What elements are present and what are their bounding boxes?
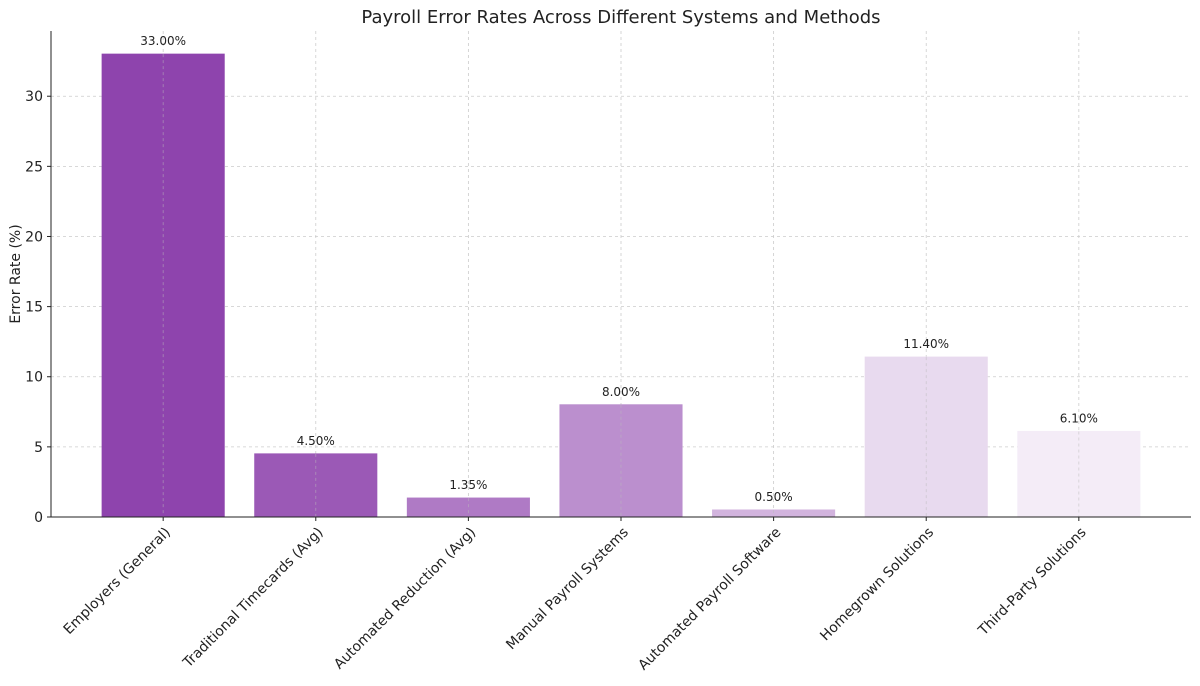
data-label: 4.50% bbox=[297, 434, 335, 448]
x-tick-label: Homegrown Solutions bbox=[817, 525, 937, 645]
y-tick-label: 5 bbox=[34, 440, 43, 456]
y-tick-label: 20 bbox=[25, 229, 43, 245]
x-tick-label: Automated Payroll Software bbox=[635, 525, 784, 674]
data-label: 6.10% bbox=[1060, 411, 1098, 425]
data-label: 0.50% bbox=[755, 490, 793, 504]
chart-title: Payroll Error Rates Across Different Sys… bbox=[361, 7, 880, 28]
x-tick-label: Automated Reduction (Avg) bbox=[331, 525, 479, 673]
data-label: 33.00% bbox=[140, 34, 186, 48]
bar bbox=[101, 53, 225, 518]
y-axis-label: Error Rate (%) bbox=[8, 224, 24, 323]
x-tick-label: Traditional Timecards (Avg) bbox=[180, 525, 327, 672]
y-tick-label: 15 bbox=[25, 300, 43, 316]
x-tick-label: Manual Payroll Systems bbox=[503, 525, 632, 654]
bars: 33.00% 4.50% 1.35% 8.00% 0.50% 11.40% 6.10% bbox=[101, 34, 1141, 518]
y-tick-label: 25 bbox=[25, 159, 43, 175]
y-tick-label: 0 bbox=[34, 510, 43, 526]
data-label: 11.40% bbox=[903, 337, 949, 351]
y-tick-label: 10 bbox=[25, 370, 43, 386]
grid bbox=[51, 31, 1191, 518]
data-label: 1.35% bbox=[449, 478, 487, 492]
x-tick-label: Third-Party Solutions bbox=[975, 525, 1090, 640]
data-label: 8.00% bbox=[602, 385, 640, 399]
x-tick-label: Employers (General) bbox=[61, 525, 174, 638]
y-tick-label: 30 bbox=[25, 89, 43, 105]
